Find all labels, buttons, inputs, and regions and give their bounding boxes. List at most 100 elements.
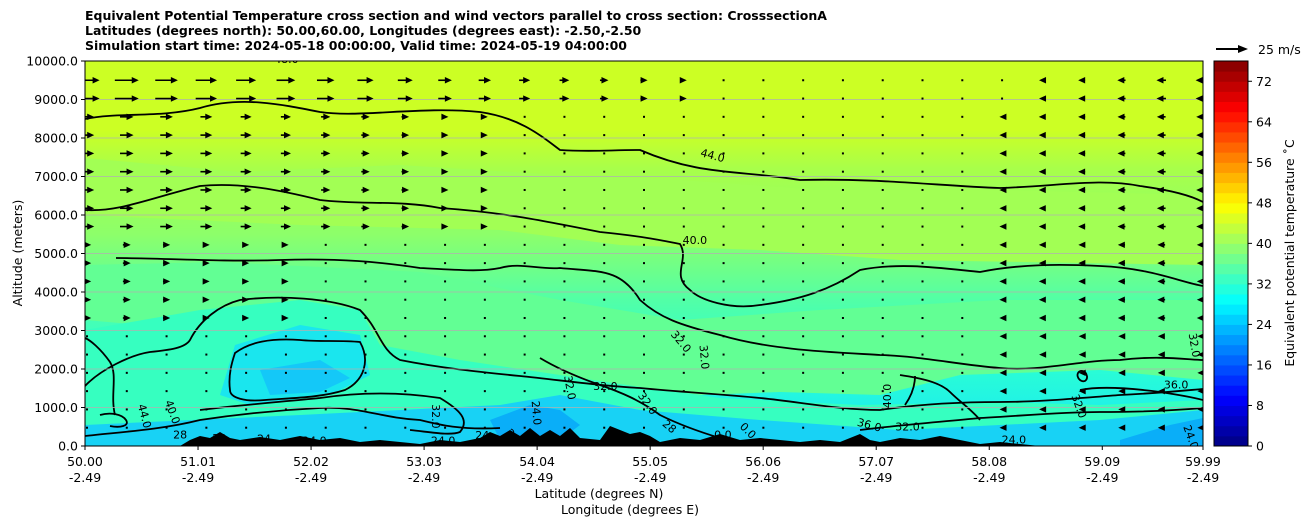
wind-vector (802, 262, 805, 265)
wind-vector (85, 131, 95, 139)
wind-vector (762, 225, 765, 228)
wind-vector (1078, 296, 1086, 303)
wind-vector (881, 408, 884, 411)
wind-vector (841, 316, 844, 319)
wind-vector (160, 168, 173, 175)
wind-vector (1157, 406, 1165, 413)
wind-vector (961, 152, 964, 155)
wind-vector (480, 168, 488, 175)
contour-label: 48.0 (274, 53, 299, 66)
wind-vector (321, 205, 331, 212)
contour-label: 32.0 (561, 374, 578, 400)
wind-vector (86, 408, 88, 411)
wind-vector (242, 259, 250, 267)
wind-vector (86, 426, 88, 429)
wind-vector (205, 408, 208, 411)
wind-vector (1078, 406, 1086, 413)
wind-vector (1157, 351, 1165, 358)
wind-vector (200, 186, 213, 194)
wind-vector (280, 168, 291, 175)
wind-vector (1038, 314, 1046, 322)
colorbar-band (1214, 91, 1248, 103)
wind-vector (236, 95, 257, 102)
colorbar-band (1214, 425, 1248, 437)
wind-vector (603, 371, 606, 374)
wind-vector (284, 353, 287, 356)
wind-vector (682, 316, 685, 319)
wind-vector (762, 316, 765, 319)
quiver-key-arrowhead (1238, 45, 1248, 53)
wind-vector (441, 150, 449, 157)
wind-vector (324, 408, 327, 411)
wind-vector (1078, 150, 1086, 157)
contour-label: 24.0 (1002, 434, 1027, 447)
wind-vector (961, 298, 964, 301)
wind-vector (165, 408, 168, 411)
wind-vector (165, 335, 168, 338)
wind-vector (404, 262, 407, 265)
wind-vector (401, 205, 410, 212)
wind-vector (643, 134, 645, 137)
wind-vector (202, 296, 210, 303)
wind-vector (483, 426, 486, 429)
colorbar-tick-label: 72 (1256, 74, 1272, 89)
wind-vector (722, 225, 725, 228)
wind-vector (364, 353, 367, 356)
x-axis-label-latitude: Latitude (degrees N) (535, 486, 664, 501)
wind-vector (155, 77, 178, 84)
wind-vector (200, 131, 213, 139)
wind-vector (1117, 241, 1126, 249)
wind-vector (401, 168, 410, 175)
wind-vector (155, 95, 178, 102)
wind-vector (881, 335, 884, 338)
wind-vector (160, 223, 173, 230)
x-axis: 50.00-2.4951.01-2.4952.02-2.4953.03-2.49… (67, 446, 1221, 485)
wind-vector (361, 150, 370, 157)
wind-vector (401, 131, 410, 139)
wind-vector (86, 371, 88, 374)
wind-vector (240, 168, 252, 175)
wind-vector (722, 134, 725, 137)
wind-vector (1039, 95, 1047, 102)
wind-vector (404, 243, 407, 246)
wind-vector (722, 243, 725, 246)
wind-vector (643, 225, 645, 228)
x-tick-label-lon: -2.49 (295, 470, 327, 485)
wind-vector (881, 134, 884, 137)
contour-32 (228, 338, 366, 402)
wind-vector (1118, 406, 1126, 413)
colorbar-band (1214, 294, 1248, 305)
colorbar-band (1214, 192, 1248, 204)
wind-vector (802, 79, 805, 82)
colorbar-band (1214, 172, 1248, 184)
wind-vector (364, 262, 367, 265)
wind-vector (921, 316, 924, 319)
wind-vector (921, 225, 924, 228)
wind-vector (802, 225, 805, 228)
wind-vector (802, 426, 805, 429)
wind-vector (563, 408, 566, 411)
wind-vector (1117, 223, 1126, 230)
wind-vector (85, 223, 95, 230)
wind-vector (324, 243, 327, 246)
x-tick-label-lat: 57.07 (858, 454, 894, 469)
wind-vector (762, 79, 765, 82)
wind-vector (444, 408, 447, 411)
wind-vector (1118, 333, 1126, 340)
wind-vector (881, 316, 884, 319)
wind-vector (762, 188, 765, 191)
colorbar-label: Equivalent potential temperature ˚C (1282, 139, 1297, 367)
wind-vector (361, 113, 370, 121)
wind-vector (1117, 168, 1126, 175)
wind-vector (125, 371, 128, 374)
wind-vector (523, 353, 526, 356)
wind-vector (1078, 113, 1086, 121)
wind-vector (921, 390, 924, 393)
wind-vector (802, 316, 805, 319)
wind-vector (483, 298, 486, 301)
chart-title-line-3: Simulation start time: 2024-05-18 00:00:… (85, 38, 627, 53)
wind-vector (722, 207, 725, 210)
wind-vector (603, 225, 606, 228)
contour-label: 32.0 (696, 344, 711, 370)
wind-vector (643, 243, 645, 246)
